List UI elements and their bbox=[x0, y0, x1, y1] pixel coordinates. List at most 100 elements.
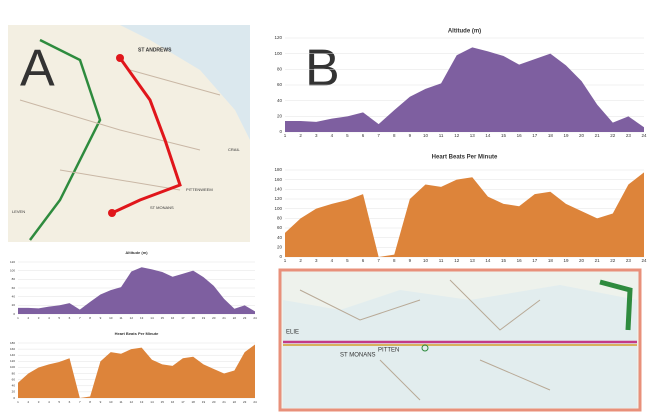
y-tick-label: 160 bbox=[10, 347, 15, 351]
map-a: ST ANDREWS PITTENWEEM ST MONANS LEVEN CR… bbox=[8, 25, 250, 242]
y-tick-label: 0 bbox=[13, 312, 15, 316]
land bbox=[8, 25, 250, 242]
map-label: PITTENWEEM bbox=[186, 187, 213, 192]
x-tick-label: 15 bbox=[501, 258, 507, 263]
x-tick-label: 14 bbox=[150, 400, 154, 404]
x-tick-label: 10 bbox=[423, 133, 429, 138]
y-tick-label: 100 bbox=[10, 365, 15, 369]
green-road bbox=[599, 279, 633, 331]
x-tick-label: 22 bbox=[610, 133, 616, 138]
y-tick-label: 100 bbox=[274, 51, 282, 56]
x-tick-label: 17 bbox=[532, 133, 538, 138]
map-label: ST ANDREWS bbox=[138, 47, 172, 53]
x-tick-label: 12 bbox=[130, 400, 134, 404]
y-tick-label: 100 bbox=[10, 268, 15, 272]
x-tick-label: 9 bbox=[100, 316, 102, 320]
x-tick-label: 14 bbox=[485, 133, 491, 138]
y-tick-label: 160 bbox=[274, 177, 282, 182]
chart-title: Altitude (m) bbox=[125, 250, 148, 255]
x-tick-label: 12 bbox=[130, 316, 134, 320]
x-tick-label: 1 bbox=[17, 316, 19, 320]
x-tick-label: 21 bbox=[595, 133, 601, 138]
y-tick-label: 120 bbox=[10, 359, 15, 363]
x-tick-label: 5 bbox=[346, 258, 349, 263]
x-tick-label: 3 bbox=[38, 400, 40, 404]
y-tick-label: 40 bbox=[277, 98, 283, 103]
roads bbox=[19, 69, 221, 191]
x-tick-label: 8 bbox=[393, 258, 396, 263]
x-tick-label: 9 bbox=[100, 400, 102, 404]
y-tick-label: 80 bbox=[12, 277, 16, 281]
x-tick-label: 18 bbox=[192, 400, 196, 404]
x-tick-label: 5 bbox=[58, 316, 60, 320]
x-tick-label: 15 bbox=[501, 133, 507, 138]
x-tick-label: 22 bbox=[233, 316, 237, 320]
x-tick-label: 8 bbox=[89, 316, 91, 320]
x-tick-label: 22 bbox=[610, 258, 616, 263]
x-tick-label: 3 bbox=[315, 133, 318, 138]
x-tick-label: 18 bbox=[548, 133, 554, 138]
y-tick-label: 180 bbox=[10, 341, 15, 345]
x-tick-label: 19 bbox=[563, 258, 569, 263]
x-tick-label: 20 bbox=[212, 316, 216, 320]
x-tick-label: 3 bbox=[38, 316, 40, 320]
y-tick-label: 140 bbox=[10, 353, 15, 357]
x-tick-label: 14 bbox=[150, 316, 154, 320]
x-tick-label: 21 bbox=[222, 316, 226, 320]
x-tick-label: 22 bbox=[233, 400, 237, 404]
x-tick-label: 4 bbox=[48, 400, 50, 404]
x-tick-label: 6 bbox=[69, 316, 71, 320]
x-tick-label: 24 bbox=[253, 400, 257, 404]
x-tick-label: 24 bbox=[641, 133, 647, 138]
route bbox=[111, 57, 182, 215]
x-tick-label: 12 bbox=[454, 133, 460, 138]
x-tick-label: 2 bbox=[27, 316, 29, 320]
x-tick-label: 19 bbox=[202, 316, 206, 320]
x-tick-label: 8 bbox=[89, 400, 91, 404]
x-tick-label: 5 bbox=[346, 133, 349, 138]
x-tick-label: 24 bbox=[641, 258, 647, 263]
x-tick-label: 19 bbox=[202, 400, 206, 404]
x-tick-label: 17 bbox=[532, 258, 538, 263]
x-tick-label: 6 bbox=[362, 133, 365, 138]
y-tick-label: 0 bbox=[13, 396, 15, 400]
x-tick-label: 7 bbox=[79, 400, 81, 404]
x-tick-label: 15 bbox=[161, 316, 165, 320]
x-tick-label: 4 bbox=[331, 133, 334, 138]
y-tick-label: 40 bbox=[12, 294, 16, 298]
x-tick-label: 7 bbox=[79, 316, 81, 320]
x-tick-label: 23 bbox=[243, 316, 247, 320]
x-tick-label: 5 bbox=[58, 400, 60, 404]
x-tick-label: 13 bbox=[140, 400, 144, 404]
x-tick-label: 16 bbox=[171, 400, 175, 404]
y-tick-label: 60 bbox=[277, 225, 283, 230]
y-tick-label: 80 bbox=[277, 67, 283, 72]
x-tick-label: 16 bbox=[517, 133, 523, 138]
area bbox=[285, 172, 644, 257]
y-tick-label: 60 bbox=[12, 286, 16, 290]
x-tick-label: 23 bbox=[626, 133, 632, 138]
x-tick-label: 11 bbox=[119, 316, 122, 320]
x-tick-label: 2 bbox=[27, 400, 29, 404]
x-tick-label: 12 bbox=[454, 258, 460, 263]
x-tick-label: 13 bbox=[470, 258, 476, 263]
y-tick-label: 180 bbox=[274, 167, 282, 172]
green-road bbox=[29, 38, 102, 241]
y-tick-label: 20 bbox=[277, 114, 283, 119]
x-tick-label: 7 bbox=[377, 258, 380, 263]
x-tick-label: 18 bbox=[548, 258, 554, 263]
roads bbox=[299, 279, 551, 401]
map-label: ST MONANS bbox=[340, 353, 376, 359]
panel-label: A bbox=[20, 40, 55, 98]
x-tick-label: 16 bbox=[171, 316, 175, 320]
x-tick-label: 15 bbox=[161, 400, 165, 404]
x-tick-label: 23 bbox=[626, 258, 632, 263]
x-tick-label: 4 bbox=[331, 258, 334, 263]
x-tick-label: 11 bbox=[439, 133, 444, 138]
y-tick-label: 120 bbox=[274, 35, 282, 40]
x-tick-label: 6 bbox=[69, 400, 71, 404]
x-tick-label: 2 bbox=[299, 133, 302, 138]
x-tick-label: 10 bbox=[423, 258, 429, 263]
y-tick-label: 120 bbox=[10, 260, 15, 264]
y-tick-label: 80 bbox=[277, 216, 283, 221]
